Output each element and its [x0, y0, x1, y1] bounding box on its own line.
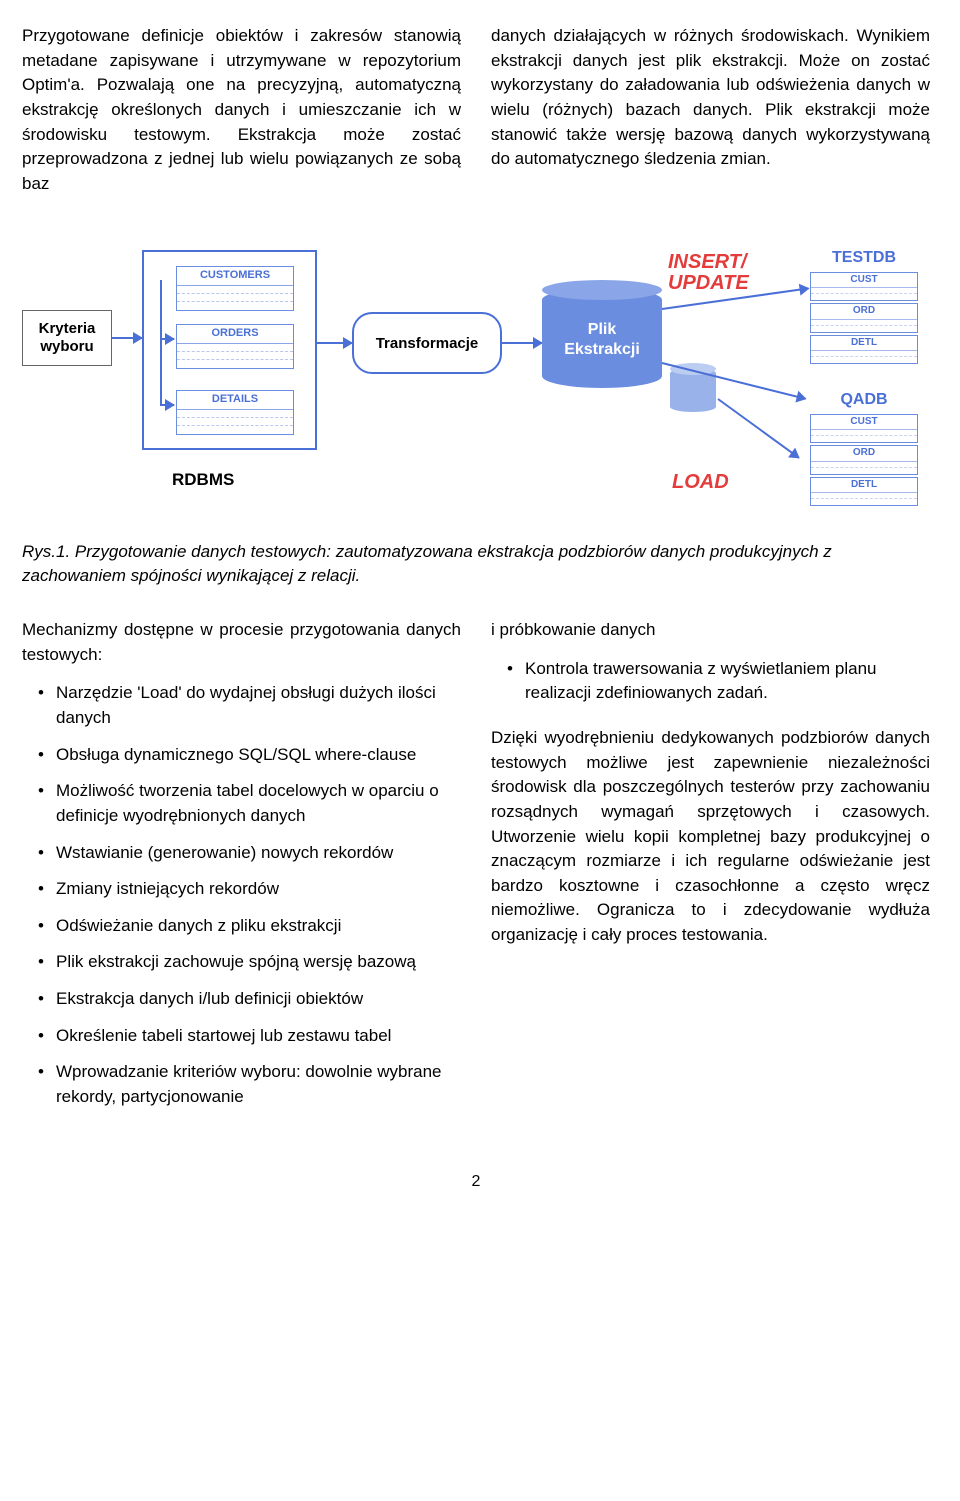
- mechanisms-list-item: Zmiany istniejących rekordów: [22, 877, 461, 902]
- arrow-rdbms-transform: [317, 342, 352, 344]
- transform-label: Transformacje: [376, 333, 479, 355]
- relation-line-2: [160, 340, 162, 406]
- qadb-detl: DETL: [810, 477, 918, 507]
- extraction-file-label: Plik Ekstrakcji: [542, 320, 662, 360]
- figure-1-diagram: Kryteria wyboru CUSTOMERS ORDERS DETAILS…: [22, 230, 930, 530]
- arrow-transform-plik: [502, 342, 542, 344]
- figure-caption: Rys.1. Przygotowanie danych testowych: z…: [22, 540, 930, 588]
- transform-box: Transformacje: [352, 312, 502, 374]
- mechanisms-list-item: Plik ekstrakcji zachowuje spójną wersję …: [22, 950, 461, 975]
- table-details: DETAILS: [176, 390, 294, 435]
- lower-right-column: i próbkowanie danych Kontrola trawersowa…: [491, 618, 930, 1122]
- load-label: LOAD: [672, 468, 729, 497]
- intro-columns: Przygotowane definicje obiektów i zakres…: [22, 24, 930, 196]
- sampling-continuation: i próbkowanie danych: [491, 618, 930, 643]
- mechanisms-list-item: Obsługa dynamicznego SQL/SQL where-claus…: [22, 743, 461, 768]
- mechanisms-list-item: Wstawianie (generowanie) nowych rekordów: [22, 841, 461, 866]
- criteria-label: Kryteria wyboru: [23, 320, 111, 356]
- relation-arrow-1: [160, 338, 174, 340]
- relation-line-1: [160, 280, 162, 340]
- table-customers: CUSTOMERS: [176, 266, 294, 311]
- mechanisms-list-item: Narzędzie 'Load' do wydajnej obsługi duż…: [22, 681, 461, 730]
- right-bullet-block: Kontrola trawersowania z wyświetlaniem p…: [491, 657, 930, 706]
- page-number: 2: [22, 1170, 930, 1193]
- qadb-cust: CUST: [810, 414, 918, 444]
- arrow-copy-qadb2: [717, 399, 799, 459]
- mechanisms-list-item: Określenie tabeli startowej lub zestawu …: [22, 1024, 461, 1049]
- testdb-ord: ORD: [810, 303, 918, 333]
- testdb-header: TESTDB: [810, 246, 918, 269]
- testdb-detl: DETL: [810, 335, 918, 365]
- relation-arrow-2: [160, 404, 174, 406]
- mechanisms-list-item: Wprowadzanie kriteriów wyboru: dowolnie …: [22, 1060, 461, 1109]
- qadb-ord: ORD: [810, 445, 918, 475]
- intro-left: Przygotowane definicje obiektów i zakres…: [22, 24, 461, 196]
- testdb-group: TESTDB CUST ORD DETL: [810, 246, 918, 366]
- extraction-file-cylinder: Plik Ekstrakcji: [542, 288, 662, 388]
- mechanisms-list-item: Ekstrakcja danych i/lub definicji obiekt…: [22, 987, 461, 1012]
- mechanisms-list-item: Możliwość tworzenia tabel docelowych w o…: [22, 779, 461, 828]
- mechanisms-list-item: Odświeżanie danych z pliku ekstrakcji: [22, 914, 461, 939]
- intro-right: danych działających w różnych środowiska…: [491, 24, 930, 196]
- qadb-group: QADB CUST ORD DETL: [810, 388, 918, 508]
- table-orders-header: ORDERS: [177, 325, 293, 344]
- mechanisms-list: Narzędzie 'Load' do wydajnej obsługi duż…: [22, 681, 461, 1109]
- right-paragraph: Dzięki wyodrębnieniu dedykowanych podzbi…: [491, 726, 930, 948]
- lower-columns: Mechanizmy dostępne w procesie przygotow…: [22, 618, 930, 1122]
- criteria-box: Kryteria wyboru: [22, 310, 112, 366]
- qadb-header: QADB: [810, 388, 918, 411]
- lower-left-column: Mechanizmy dostępne w procesie przygotow…: [22, 618, 461, 1122]
- table-details-header: DETAILS: [177, 391, 293, 410]
- table-orders: ORDERS: [176, 324, 294, 369]
- arrow-criteria-rdbms: [112, 337, 142, 339]
- rdbms-label: RDBMS: [172, 468, 234, 493]
- testdb-cust: CUST: [810, 272, 918, 302]
- insert-update-label: INSERT/ UPDATE: [668, 252, 749, 294]
- table-customers-header: CUSTOMERS: [177, 267, 293, 286]
- mechanisms-intro: Mechanizmy dostępne w procesie przygotow…: [22, 618, 461, 667]
- right-bullet-item: Kontrola trawersowania z wyświetlaniem p…: [491, 657, 930, 706]
- rdbms-frame: CUSTOMERS ORDERS DETAILS: [142, 250, 317, 450]
